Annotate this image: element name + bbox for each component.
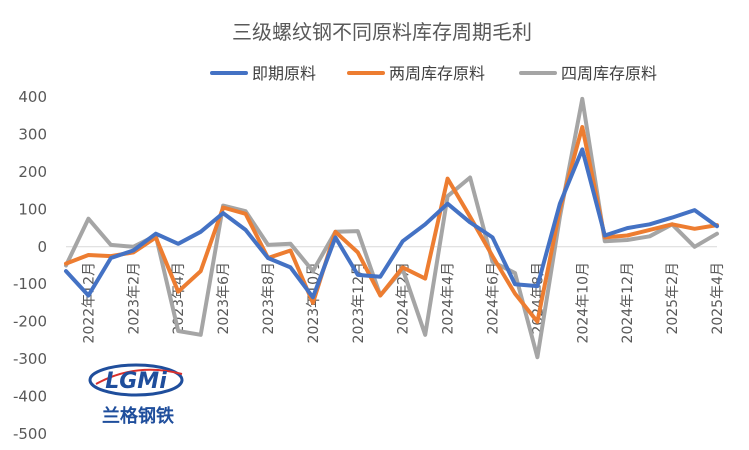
y-tick-label: 400 <box>18 88 47 106</box>
x-tick-label: 2023年2月 <box>126 262 142 335</box>
y-tick-label: 0 <box>37 238 47 256</box>
y-tick-label: -200 <box>13 313 47 331</box>
x-tick-label: 2023年12月 <box>351 262 367 343</box>
y-tick-label: 300 <box>18 125 47 143</box>
chart-title: 三级螺纹钢不同原料库存周期毛利 <box>232 20 532 44</box>
legend-label: 两周库存原料 <box>389 64 485 83</box>
series-line-0 <box>64 147 719 300</box>
y-tick-label: 200 <box>18 163 47 181</box>
svg-text:兰格钢铁: 兰格钢铁 <box>102 405 174 427</box>
x-tick-label: 2024年10月 <box>575 262 591 343</box>
y-tick-label: -400 <box>13 388 47 406</box>
series-line-1 <box>64 125 719 324</box>
y-tick-label: -300 <box>13 350 47 368</box>
x-tick-label: 2023年8月 <box>261 262 277 335</box>
svg-text:LGMi: LGMi <box>105 369 167 394</box>
x-tick-label: 2025年2月 <box>665 262 681 335</box>
legend: 即期原料 两周库存原料 四周库存原料 <box>210 64 657 83</box>
y-axis-ticks: 400 300 200 100 0 -100 -200 -300 -400 -500 <box>13 88 47 443</box>
y-tick-label: -500 <box>13 425 47 443</box>
y-tick-label: -100 <box>13 275 47 293</box>
x-tick-label: 2022年12月 <box>81 262 97 343</box>
y-tick-label: 100 <box>18 200 47 218</box>
x-tick-label: 2023年4月 <box>171 262 187 335</box>
x-tick-label: 2024年6月 <box>486 262 502 335</box>
x-tick-label: 2024年12月 <box>620 262 636 343</box>
x-tick-label: 2023年6月 <box>216 262 232 335</box>
legend-label: 四周库存原料 <box>561 64 657 83</box>
x-tick-label: 2025年4月 <box>710 262 726 335</box>
x-tick-label: 2024年4月 <box>441 262 457 335</box>
lgmi-logo: LGMi 兰格钢铁 <box>88 363 184 427</box>
legend-label: 即期原料 <box>252 64 316 83</box>
series-lines <box>64 96 719 360</box>
